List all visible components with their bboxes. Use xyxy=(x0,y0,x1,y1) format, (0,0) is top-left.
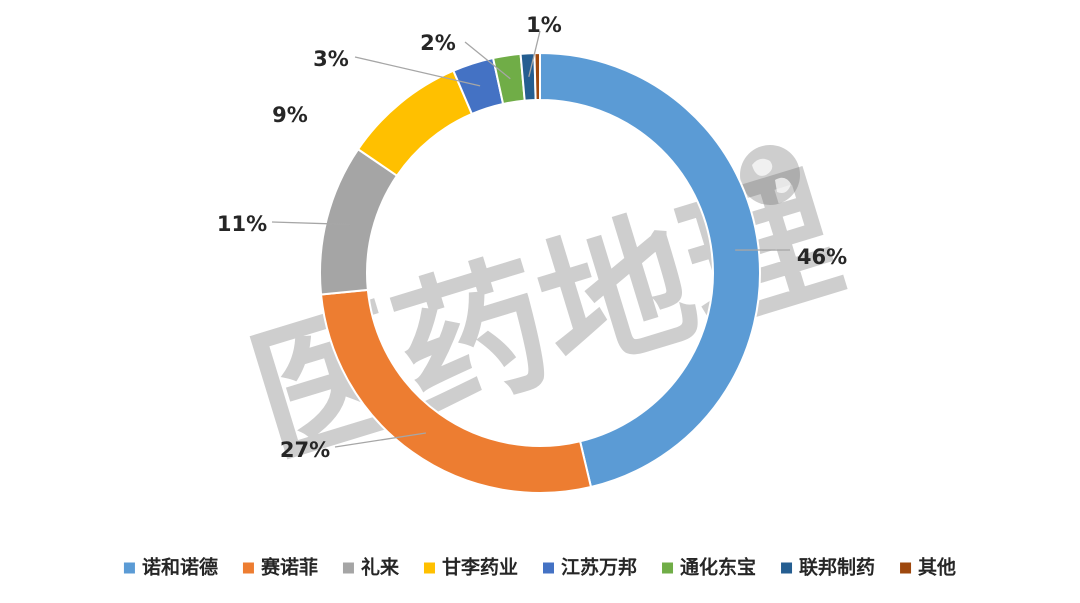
legend-label: 诺和诺德 xyxy=(142,556,218,579)
legend-swatch xyxy=(124,563,135,574)
data-label: 46% xyxy=(797,245,847,269)
legend-label: 甘李药业 xyxy=(442,556,518,579)
legend-swatch xyxy=(662,563,673,574)
legend-swatch xyxy=(781,563,792,574)
data-label: 27% xyxy=(280,438,330,462)
globe-icon xyxy=(740,145,800,205)
donut-slice xyxy=(534,53,540,100)
legend-item: 礼来 xyxy=(343,556,399,579)
legend-item: 通化东宝 xyxy=(662,556,756,579)
legend-swatch xyxy=(243,563,254,574)
legend-label: 其他 xyxy=(918,556,956,579)
legend-swatch xyxy=(424,563,435,574)
data-label: 9% xyxy=(272,103,308,127)
legend-swatch xyxy=(543,563,554,574)
legend: 诺和诺德 赛诺菲 礼来 甘李药业 江苏万邦 通化东宝 联邦制药 其他 xyxy=(124,556,956,579)
legend-item: 其他 xyxy=(900,556,956,579)
legend-item: 赛诺菲 xyxy=(243,556,318,579)
legend-item: 联邦制药 xyxy=(781,556,875,579)
data-label: 2% xyxy=(420,31,456,55)
legend-swatch xyxy=(343,563,354,574)
legend-label: 礼来 xyxy=(361,556,399,579)
data-label: 1% xyxy=(526,13,562,37)
legend-label: 联邦制药 xyxy=(799,556,875,579)
legend-swatch xyxy=(900,563,911,574)
legend-label: 江苏万邦 xyxy=(561,556,637,579)
donut-slice xyxy=(358,71,472,176)
legend-item: 甘李药业 xyxy=(424,556,518,579)
legend-item: 江苏万邦 xyxy=(543,556,637,579)
donut-slice xyxy=(320,149,397,294)
legend-label: 赛诺菲 xyxy=(260,556,318,579)
data-label: 3% xyxy=(313,47,349,71)
legend-item: 诺和诺德 xyxy=(124,556,218,579)
legend-label: 通化东宝 xyxy=(680,556,756,579)
data-label: 11% xyxy=(217,212,267,236)
